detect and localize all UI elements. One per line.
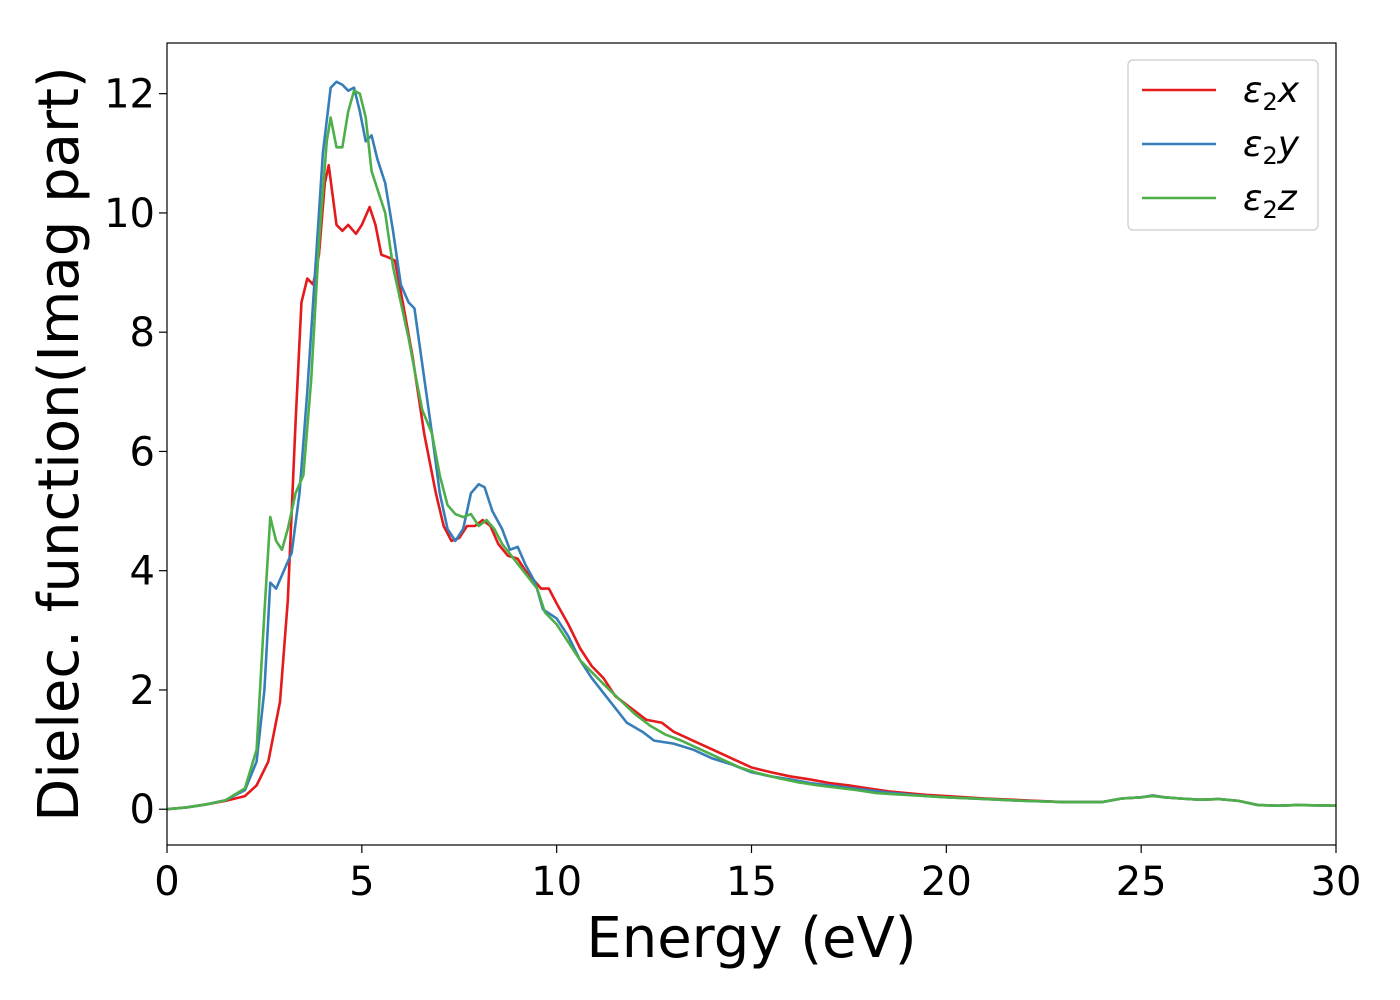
x-axis-ticks: 0 5 10 15 20 25 30 [154, 845, 1361, 905]
y-tick-label: 10 [104, 191, 155, 237]
y-tick-label: 8 [130, 310, 155, 356]
y-axis-ticks: 0 2 4 6 8 10 12 [104, 72, 167, 833]
legend-box [1127, 59, 1319, 231]
legend-label-3: ε2z [1243, 178, 1298, 224]
series-line-3 [167, 89, 1336, 811]
y-tick-label: 12 [104, 72, 155, 118]
y-axis-label: Dielec. function(Imag part) [27, 66, 92, 822]
legend-label-2: ε2y [1243, 124, 1300, 170]
x-axis-label: Energy (eV) [586, 906, 916, 971]
series-layer [167, 80, 1336, 811]
x-tick-label: 30 [1311, 859, 1362, 905]
x-tick-label: 5 [349, 859, 374, 905]
y-tick-label: 6 [130, 429, 155, 475]
y-tick-label: 0 [130, 787, 155, 833]
y-tick-label: 4 [130, 549, 155, 595]
x-tick-label: 20 [921, 859, 972, 905]
x-tick-label: 25 [1116, 859, 1167, 905]
legend: ε2x ε2y ε2z [1127, 59, 1319, 231]
y-tick-label: 2 [130, 668, 155, 714]
x-tick-label: 10 [531, 859, 582, 905]
x-tick-label: 15 [726, 859, 777, 905]
legend-label-1: ε2x [1243, 70, 1300, 116]
x-tick-label: 0 [154, 859, 179, 905]
